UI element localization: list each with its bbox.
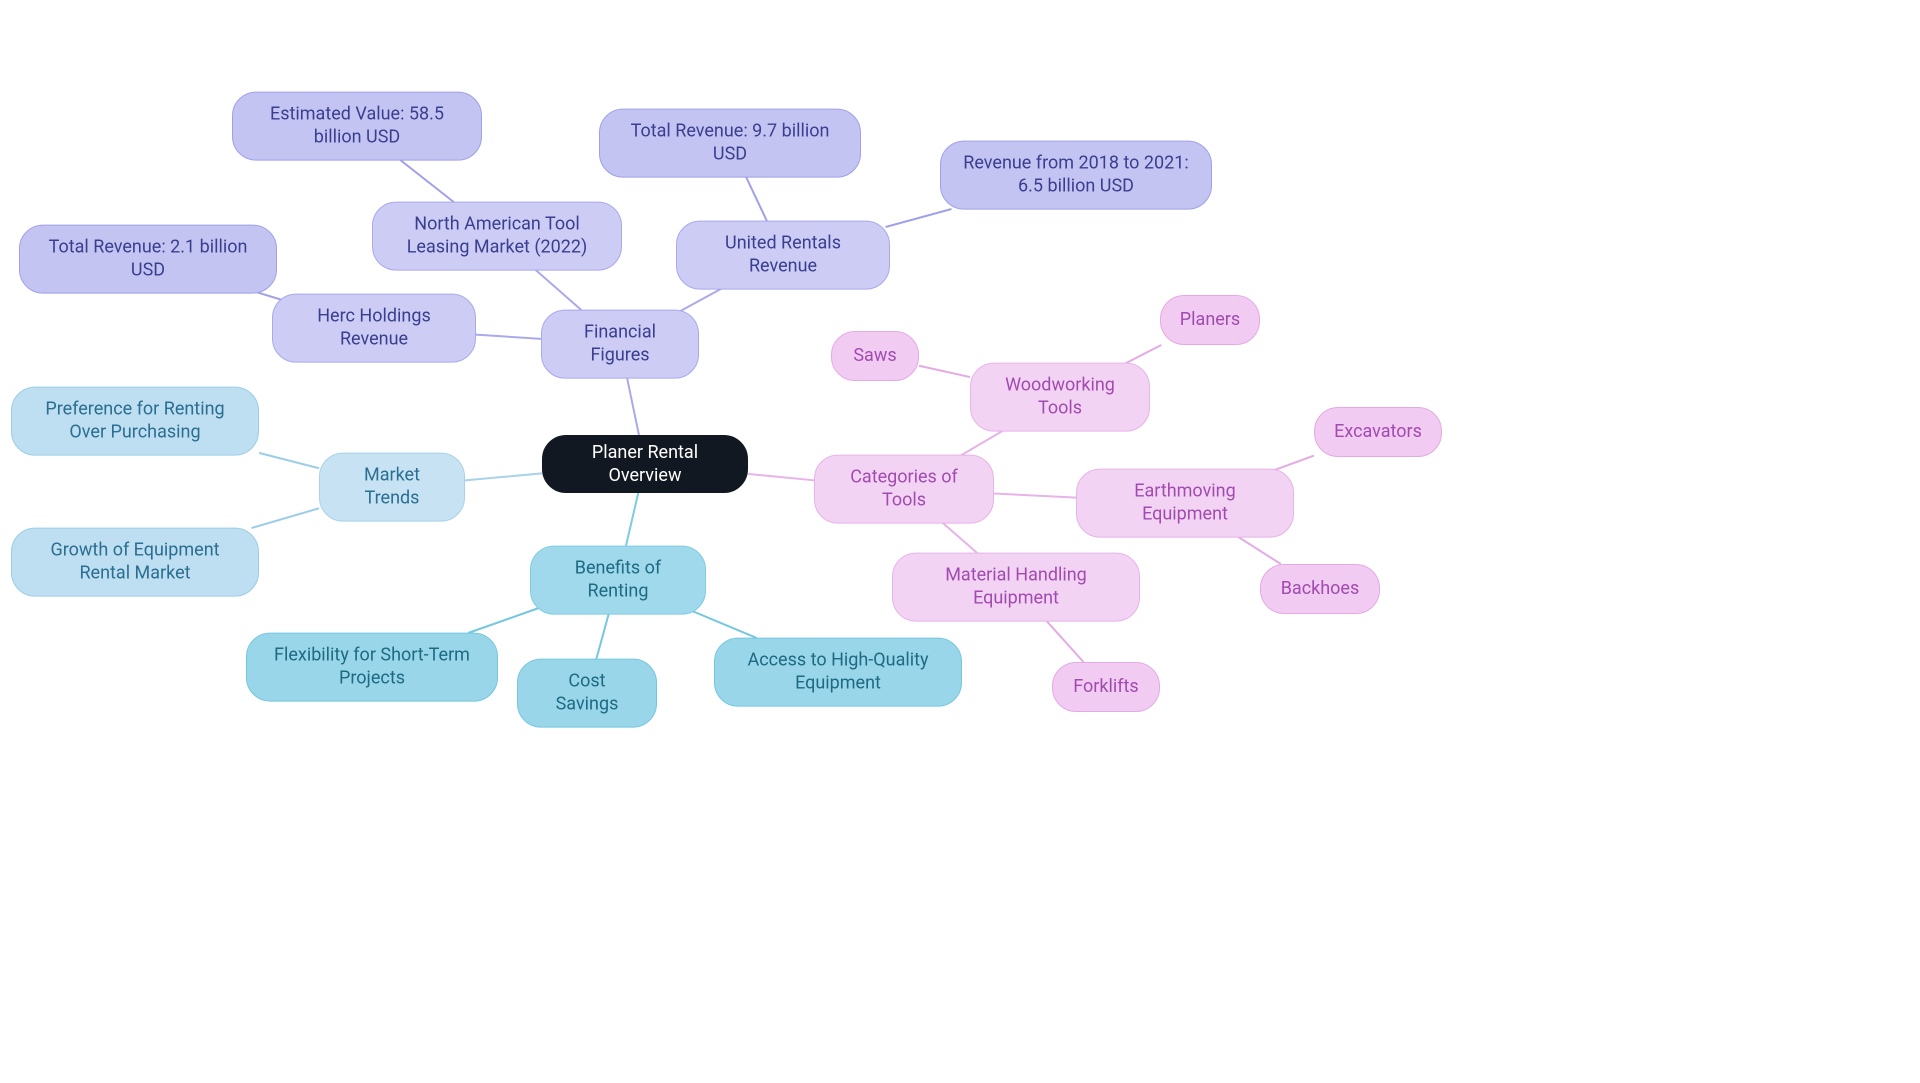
node-woodworking: Woodworking Tools	[970, 363, 1150, 432]
node-access: Access to High-Quality Equipment	[714, 638, 962, 707]
node-na-value: Estimated Value: 58.5 billion USD	[232, 92, 482, 161]
node-united-rentals: United Rentals Revenue	[676, 221, 890, 290]
node-categories: Categories of Tools	[814, 455, 994, 524]
node-united-growth: Revenue from 2018 to 2021: 6.5 billion U…	[940, 141, 1212, 210]
node-financial-figures: Financial Figures	[541, 310, 699, 379]
node-earthmoving: Earthmoving Equipment	[1076, 469, 1294, 538]
node-forklifts: Forklifts	[1052, 662, 1160, 712]
node-root: Planer Rental Overview	[542, 435, 748, 493]
node-growth: Growth of Equipment Rental Market	[11, 528, 259, 597]
node-benefits: Benefits of Renting	[530, 546, 706, 615]
node-herc-rev: Total Revenue: 2.1 billion USD	[19, 225, 277, 294]
node-saws: Saws	[831, 331, 919, 381]
node-na-market: North American Tool Leasing Market (2022…	[372, 202, 622, 271]
node-united-rev: Total Revenue: 9.7 billion USD	[599, 109, 861, 178]
node-herc-holdings: Herc Holdings Revenue	[272, 294, 476, 363]
node-cost-savings: Cost Savings	[517, 659, 657, 728]
node-excavators: Excavators	[1314, 407, 1442, 457]
node-backhoes: Backhoes	[1260, 564, 1380, 614]
node-planers: Planers	[1160, 295, 1260, 345]
node-material-handling: Material Handling Equipment	[892, 553, 1140, 622]
node-preference: Preference for Renting Over Purchasing	[11, 387, 259, 456]
node-market-trends: Market Trends	[319, 453, 465, 522]
node-flexibility: Flexibility for Short-Term Projects	[246, 633, 498, 702]
